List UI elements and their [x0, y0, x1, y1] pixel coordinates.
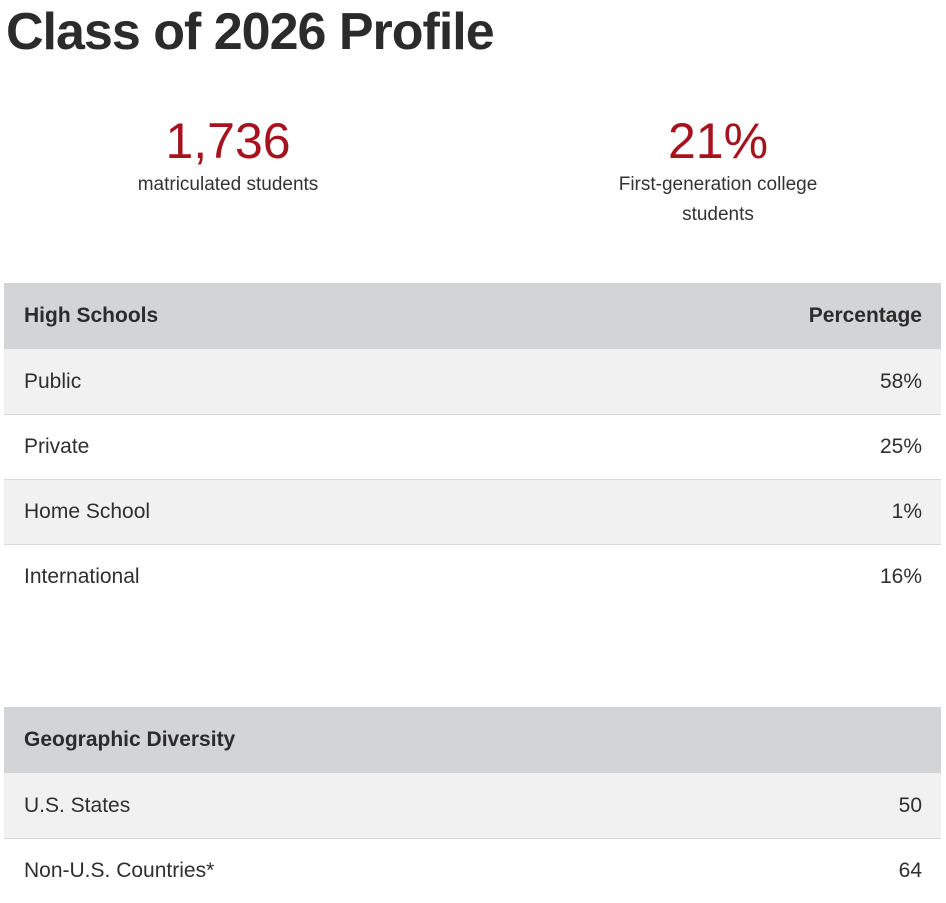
column-header-percentage: Percentage — [808, 304, 922, 327]
table-row: Public 58% — [4, 349, 941, 414]
table-row: Non-U.S. Countries* 64 — [4, 838, 941, 903]
row-label: U.S. States — [24, 793, 131, 817]
table-row: International 16% — [4, 544, 941, 609]
geographic-diversity-table: Geographic Diversity U.S. States 50 Non-… — [4, 707, 941, 903]
column-header-geographic-diversity: Geographic Diversity — [24, 728, 236, 751]
stat-value: 1,736 — [165, 113, 291, 169]
row-value: 64 — [898, 859, 922, 882]
row-label: Non-U.S. Countries* — [24, 859, 215, 882]
row-label: International — [24, 565, 140, 588]
row-value: 25% — [879, 435, 922, 458]
table-row: Home School 1% — [4, 479, 941, 544]
row-label: Home School — [24, 500, 151, 523]
row-label: Private — [24, 435, 90, 458]
stat-label: matriculated students — [137, 174, 319, 195]
row-label: Public — [24, 369, 82, 393]
stat-matriculated: 1,736 matriculated students — [78, 112, 378, 200]
stats-section: 1,736 matriculated students 21% First-ge… — [0, 112, 946, 242]
row-value: 58% — [879, 369, 922, 393]
row-value: 50 — [898, 793, 922, 817]
table-header: Geographic Diversity — [4, 707, 941, 773]
stat-value: 21% — [667, 113, 769, 169]
row-value: 1% — [891, 500, 922, 523]
table-row: U.S. States 50 — [4, 773, 941, 838]
high-schools-table: High Schools Percentage Public 58% Priva… — [4, 283, 941, 609]
table-header: High Schools Percentage — [4, 283, 941, 349]
column-header-high-schools: High Schools — [24, 304, 159, 327]
stat-label: First-generation college students — [618, 174, 818, 225]
table-row: Private 25% — [4, 414, 941, 479]
row-value: 16% — [879, 565, 922, 588]
stat-first-generation: 21% First-generation college students — [568, 112, 868, 230]
page-title: Class of 2026 Profile — [6, 3, 495, 61]
